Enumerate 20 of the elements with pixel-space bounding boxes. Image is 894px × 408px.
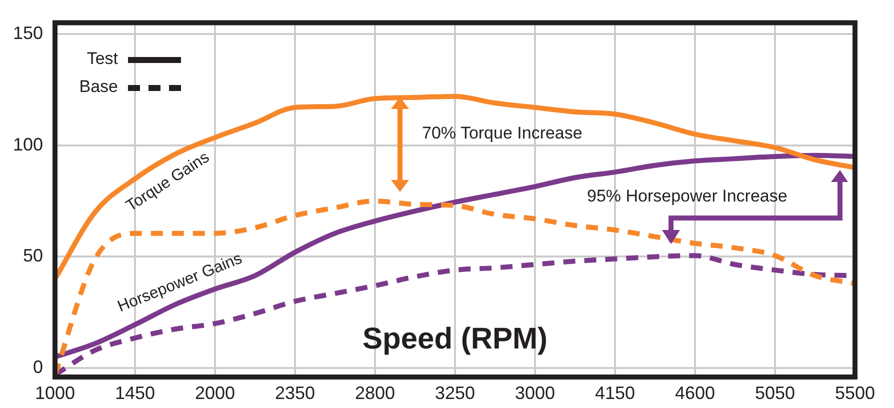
x-tick-label: 5500 — [834, 382, 876, 403]
y-tick-label: 0 — [32, 357, 43, 378]
x-tick-label: 4600 — [674, 382, 716, 403]
x-tick-label: 4150 — [594, 382, 636, 403]
annotation: 95% Horsepower Increase — [587, 186, 788, 206]
annotation: Base — [79, 77, 118, 97]
x-tick-label: 2350 — [274, 382, 316, 403]
y-tick-label: 150 — [12, 22, 43, 43]
x-tick-label: 2000 — [194, 382, 236, 403]
x-tick-label: 5050 — [754, 382, 796, 403]
x-tick-label: 1450 — [114, 382, 156, 403]
x-tick-label: 1000 — [34, 382, 76, 403]
annotation: 70% Torque Increase — [422, 124, 582, 143]
y-tick-label: 100 — [12, 134, 43, 154]
x-tick-label: 2800 — [354, 382, 396, 403]
x-tick-label: 3250 — [434, 382, 476, 403]
annotation: Test — [86, 49, 118, 69]
x-tick-label: 3000 — [514, 382, 556, 403]
y-tick-label: 50 — [22, 246, 43, 266]
x-axis-title: Speed (RPM) — [362, 322, 548, 356]
